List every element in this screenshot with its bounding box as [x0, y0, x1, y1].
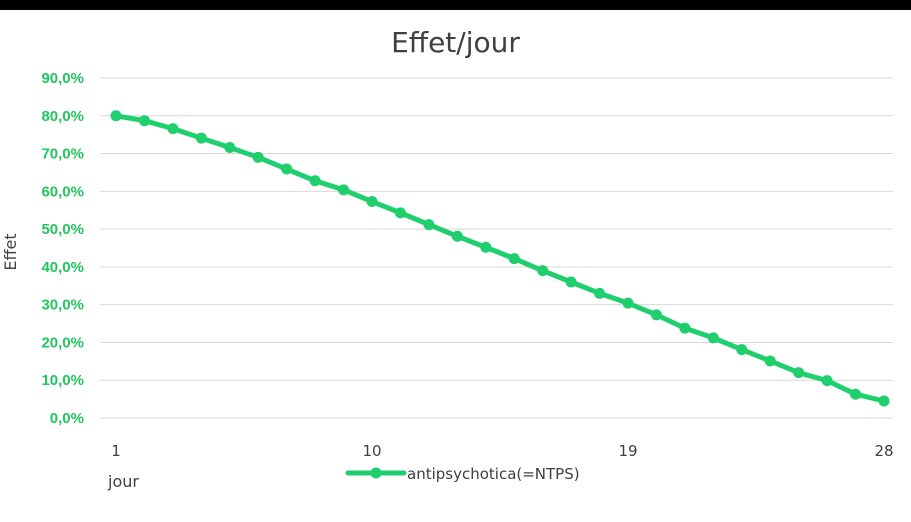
data-point: [878, 395, 890, 407]
data-point: [423, 219, 435, 231]
data-point: [537, 265, 549, 277]
y-tick-label: 30,0%: [41, 297, 84, 314]
legend-swatch-marker: [370, 467, 382, 479]
x-tick-label: 1: [111, 442, 121, 460]
y-tick-label: 20,0%: [41, 334, 84, 351]
data-point: [736, 344, 748, 356]
data-point: [764, 355, 776, 367]
series-group: [110, 110, 890, 407]
y-tick-label: 60,0%: [41, 183, 84, 200]
data-point: [622, 297, 634, 309]
data-point: [252, 151, 264, 163]
data-point: [850, 388, 862, 400]
data-point: [650, 309, 662, 321]
data-point: [138, 115, 150, 127]
legend-label: antipsychotica(=NTPS): [407, 465, 580, 483]
legend: antipsychotica(=NTPS): [345, 465, 580, 483]
y-tick-label: 90,0%: [41, 70, 84, 87]
data-point: [281, 163, 293, 175]
data-point: [707, 332, 719, 344]
data-point: [480, 241, 492, 253]
y-tick-label: 50,0%: [41, 221, 84, 238]
data-point: [679, 322, 691, 334]
x-tick-label: 28: [874, 442, 893, 460]
data-point: [451, 230, 463, 242]
y-axis-label: Effet: [1, 233, 20, 270]
series-line: [113, 113, 887, 404]
y-tick-label: 80,0%: [41, 108, 84, 125]
gridlines: [100, 77, 893, 419]
data-point: [309, 175, 321, 187]
x-axis-ticks: 1 10 19 28: [111, 442, 893, 460]
top-bar: [0, 0, 911, 10]
data-point: [821, 375, 833, 387]
data-point: [565, 276, 577, 288]
x-tick-label: 10: [362, 442, 381, 460]
data-point: [224, 142, 236, 154]
y-tick-label: 0,0%: [50, 410, 84, 427]
data-point: [167, 123, 179, 135]
y-axis-ticks: 0,0% 10,0% 20,0% 30,0% 40,0% 50,0% 60,0% 70,0% 8…: [41, 70, 84, 427]
x-axis-label: jour: [107, 472, 139, 491]
data-point: [394, 207, 406, 219]
data-point: [793, 367, 805, 379]
y-tick-label: 70,0%: [41, 146, 84, 163]
y-tick-label: 10,0%: [41, 372, 84, 389]
y-tick-label: 40,0%: [41, 259, 84, 276]
data-point: [366, 196, 378, 208]
data-point: [338, 184, 350, 196]
data-point: [508, 253, 520, 265]
data-point: [110, 110, 122, 122]
data-point: [195, 132, 207, 144]
x-tick-label: 19: [618, 442, 637, 460]
data-point: [594, 287, 606, 299]
chart-title: Effet/jour: [391, 26, 520, 59]
